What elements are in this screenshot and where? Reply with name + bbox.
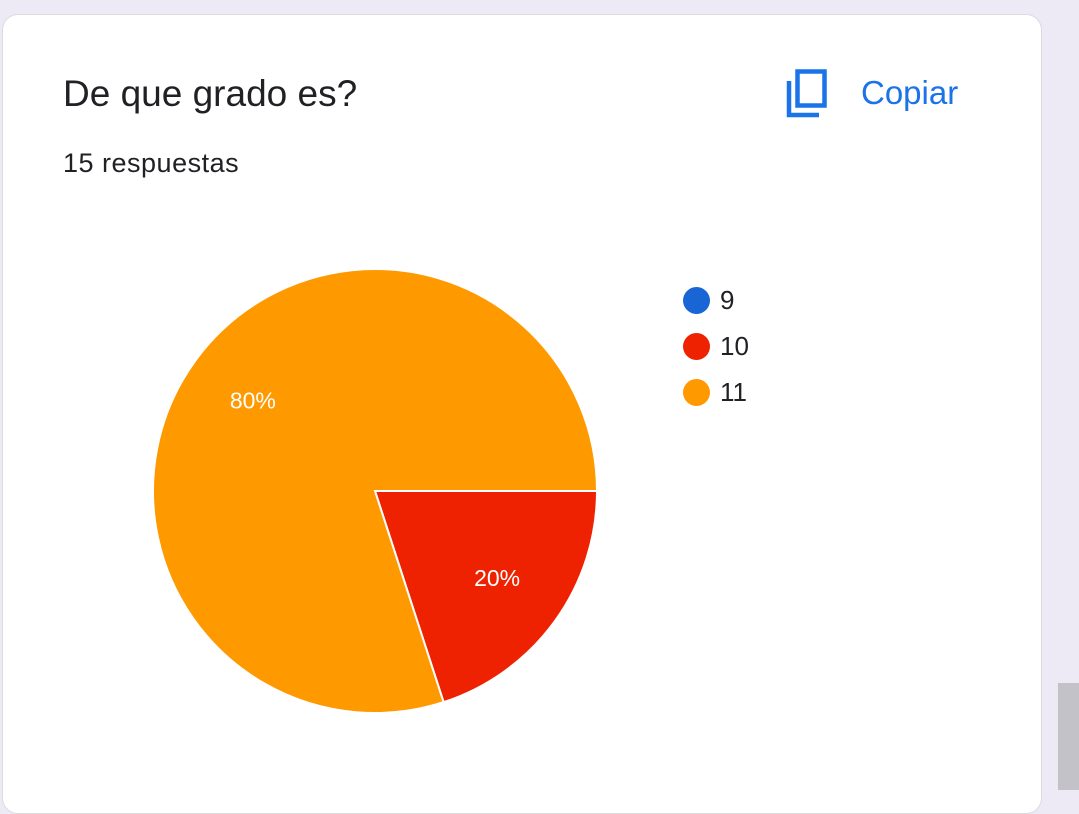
- pie-chart: 20% 80%: [152, 268, 599, 714]
- legend-swatch: [683, 378, 710, 406]
- legend-label: 11: [720, 376, 747, 407]
- legend-label: 9: [720, 284, 735, 315]
- slice-label-10: 20%: [474, 565, 520, 591]
- chart-legend: 9 10 11: [683, 277, 749, 415]
- copy-label: Copiar: [861, 74, 959, 111]
- legend-item-11[interactable]: 11: [683, 369, 749, 415]
- copy-button[interactable]: Copiar: [785, 65, 958, 121]
- response-count: 15 respuestas: [63, 148, 240, 178]
- copy-icon: [786, 69, 827, 118]
- legend-swatch: [683, 286, 710, 314]
- slice-label-11: 80%: [230, 387, 276, 413]
- question-card: De que grado es? 15 respuestas Copiar 20…: [2, 14, 1042, 814]
- legend-item-10[interactable]: 10: [683, 323, 749, 369]
- question-title: De que grado es?: [63, 73, 358, 114]
- pie-slice-10[interactable]: [373, 490, 599, 704]
- legend-label: 10: [720, 330, 749, 361]
- pie-slice-11[interactable]: [152, 268, 599, 714]
- legend-item-9[interactable]: 9: [683, 277, 749, 323]
- scrollbar-thumb[interactable]: [1058, 683, 1079, 790]
- legend-swatch: [683, 332, 710, 360]
